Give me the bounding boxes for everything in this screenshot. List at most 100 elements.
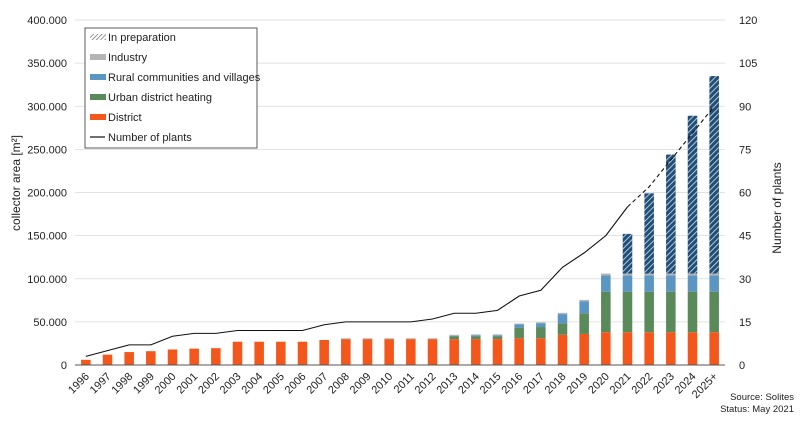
x-tick-label: 2013 — [434, 371, 460, 397]
bar-district — [254, 341, 264, 365]
bar-industry — [384, 338, 394, 340]
x-tick-label: 2023 — [651, 371, 677, 397]
x-tick-label: 2005 — [261, 371, 287, 397]
x-ticks: 1996199719981999200020012002200320042005… — [66, 371, 720, 401]
bar-urban-district-heating — [644, 291, 654, 333]
bar-district — [514, 338, 524, 365]
y-right-tick-label: 30 — [739, 274, 751, 286]
bar-industry — [406, 338, 416, 340]
bar-district — [449, 339, 459, 365]
x-tick-label: 2004 — [239, 371, 265, 397]
bar-urban-district-heating — [601, 291, 611, 333]
bar-urban-district-heating — [449, 336, 459, 340]
bar-district — [297, 341, 308, 365]
bars-group — [81, 76, 719, 365]
bar-industry — [492, 334, 503, 336]
plants-line-group — [85, 105, 715, 357]
status-note: Status: May 2021 — [720, 404, 794, 415]
bar-rural-communities-and-villages — [492, 335, 503, 337]
bar-district — [687, 332, 698, 365]
bar-urban-district-heating — [687, 291, 698, 333]
bar-rural-communities-and-villages — [557, 314, 568, 324]
plants-line-dashed — [627, 105, 715, 208]
legend-swatch — [90, 94, 106, 100]
bar-industry — [579, 299, 589, 302]
bar-urban-district-heating — [492, 336, 503, 340]
bar-district — [471, 339, 481, 365]
bar-district — [622, 332, 633, 365]
legend-label: District — [108, 112, 142, 124]
y-left-tick-label: 350.000 — [27, 58, 67, 70]
bar-district — [579, 333, 589, 365]
bar-industry — [449, 334, 459, 336]
bar-district — [124, 352, 134, 365]
bar-district — [232, 341, 243, 365]
bar-district — [427, 339, 438, 365]
x-tick-label: 2022 — [629, 371, 655, 397]
x-tick-label: 2007 — [304, 371, 330, 397]
bar-rural-communities-and-villages — [449, 335, 459, 337]
bar-district — [167, 349, 178, 365]
bar-district — [666, 332, 676, 365]
y-left-axis-label: collector area [m²] — [9, 135, 23, 231]
bar-industry — [644, 273, 654, 276]
bar-industry — [601, 273, 611, 276]
y-left-ticks: 0 50.000 100.000 150.000 200.000 250.000 300.0… — [27, 15, 67, 372]
bar-district — [406, 339, 416, 365]
bar-district — [189, 348, 199, 365]
bar-industry — [687, 273, 698, 276]
x-tick-label: 2010 — [369, 371, 395, 397]
legend-swatch-hatch — [90, 34, 106, 40]
bar-urban-district-heating — [579, 313, 589, 334]
bar-industry — [622, 273, 633, 276]
bar-rural-communities-and-villages — [536, 323, 546, 328]
bar-rural-communities-and-villages — [514, 324, 524, 328]
y-right-tick-label: 15 — [739, 317, 751, 329]
x-tick-label: 2014 — [456, 371, 482, 397]
y-left-tick-label: 400.000 — [27, 15, 67, 27]
bar-rural-communities-and-villages — [622, 275, 633, 292]
legend-label: Industry — [108, 52, 148, 64]
legend-label: Rural communities and villages — [108, 72, 261, 84]
bar-industry — [666, 273, 676, 276]
x-tick-label: 2016 — [499, 371, 525, 397]
bar-in-preparation-hatch — [687, 115, 698, 274]
bar-urban-district-heating — [622, 291, 633, 333]
bar-urban-district-heating — [666, 291, 676, 333]
y-right-tick-label: 75 — [739, 144, 751, 156]
bar-urban-district-heating — [471, 336, 481, 340]
bar-rural-communities-and-villages — [666, 275, 676, 292]
x-tick-label: 2009 — [348, 371, 374, 397]
y-left-tick-label: 50.000 — [33, 317, 67, 329]
bar-district — [276, 341, 286, 365]
bar-district — [536, 338, 546, 365]
y-right-tick-label: 45 — [739, 231, 751, 243]
x-tick-label: 1999 — [131, 371, 157, 397]
y-left-tick-label: 200.000 — [27, 188, 67, 200]
x-tick-label: 1996 — [66, 371, 92, 397]
bar-urban-district-heating — [557, 323, 568, 335]
x-tick-label: 2000 — [153, 371, 179, 397]
legend-swatch — [90, 74, 106, 80]
legend-label: Number of plants — [108, 132, 192, 144]
x-tick-label: 2002 — [196, 371, 222, 397]
bar-in-preparation-hatch — [644, 193, 654, 274]
bar-industry — [514, 323, 524, 325]
y-right-tick-label: 120 — [739, 15, 757, 27]
bar-rural-communities-and-villages — [709, 275, 719, 292]
bar-district — [644, 332, 654, 365]
bar-urban-district-heating — [709, 291, 719, 333]
bar-district — [384, 339, 394, 365]
x-tick-label: 2021 — [608, 371, 634, 397]
bar-industry — [557, 312, 568, 315]
bar-industry — [536, 322, 546, 324]
bar-industry — [362, 338, 373, 340]
bar-in-preparation-hatch — [666, 154, 676, 274]
bar-rural-communities-and-villages — [471, 335, 481, 337]
x-tick-label: 2017 — [521, 371, 547, 397]
y-right-tick-label: 105 — [739, 58, 757, 70]
y-left-tick-label: 150.000 — [27, 231, 67, 243]
y-left-tick-label: 0 — [61, 360, 67, 372]
y-right-ticks: 0 15 30 45 60 75 90 105 120 — [739, 15, 757, 372]
y-right-tick-label: 60 — [739, 188, 751, 200]
